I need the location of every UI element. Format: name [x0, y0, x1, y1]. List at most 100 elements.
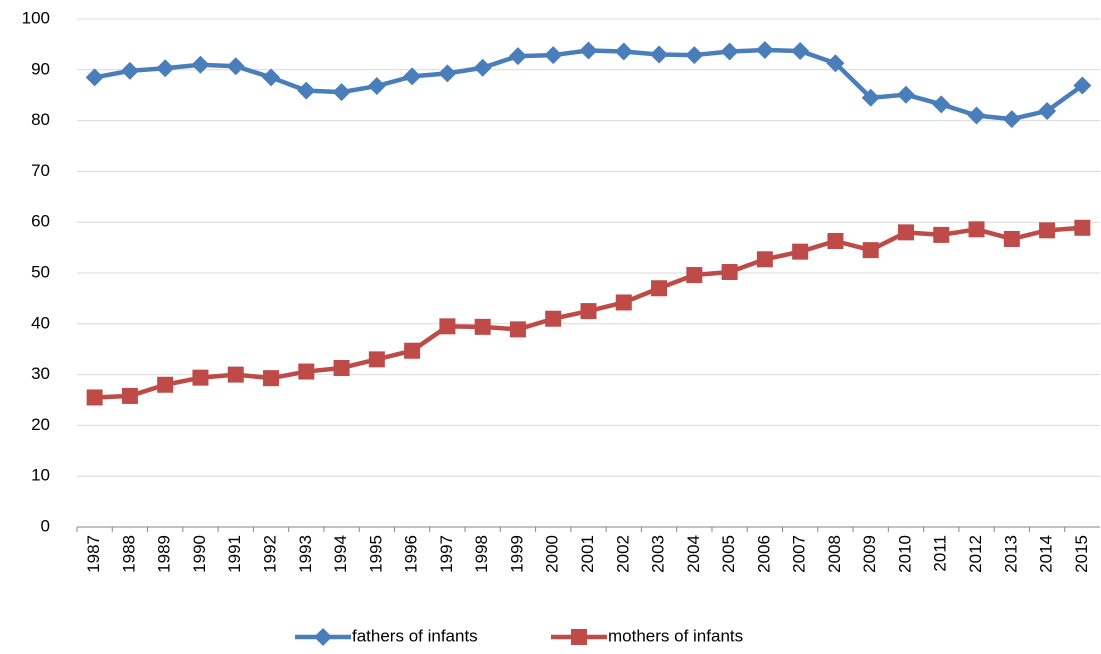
y-tick-label: 30 — [31, 364, 50, 383]
series-line — [94, 47, 1084, 122]
x-tick-label: 1998 — [472, 535, 491, 573]
data-point — [826, 54, 845, 73]
x-tick-label: 2011 — [931, 535, 950, 572]
data-point — [509, 321, 526, 338]
x-tick-label: 1988 — [119, 535, 138, 573]
x-tick-label: 2001 — [578, 535, 597, 573]
data-point — [720, 42, 739, 61]
x-tick-label: 1992 — [261, 535, 280, 573]
data-point — [791, 42, 810, 61]
data-point — [1003, 230, 1020, 247]
y-tick-label: 70 — [31, 161, 50, 180]
x-tick-label: 1999 — [507, 535, 526, 573]
data-point — [685, 46, 704, 65]
x-tick-label: 1989 — [155, 535, 174, 573]
data-point — [827, 232, 844, 249]
legend-marker — [571, 629, 587, 645]
x-tick-label: 2010 — [895, 535, 914, 573]
data-point — [297, 81, 316, 100]
x-tick-label: 2003 — [649, 535, 668, 573]
data-point — [897, 224, 914, 241]
data-point — [861, 88, 880, 107]
data-point — [1074, 219, 1091, 236]
data-point — [474, 318, 491, 335]
x-tick-label: 1996 — [402, 535, 421, 573]
data-point — [192, 369, 209, 386]
data-point — [545, 310, 562, 327]
data-point — [86, 389, 103, 406]
x-tick-label: 1995 — [366, 535, 385, 573]
data-point — [544, 46, 563, 65]
x-tick-label: 2012 — [966, 535, 985, 573]
data-point — [262, 68, 281, 87]
data-point — [368, 351, 385, 368]
x-tick-label: 2013 — [1001, 535, 1020, 573]
data-point — [651, 280, 668, 297]
y-tick-label: 10 — [31, 466, 50, 485]
y-tick-label: 80 — [31, 110, 50, 129]
data-point — [792, 243, 809, 260]
data-point — [756, 251, 773, 268]
x-tick-label: 1990 — [190, 535, 209, 573]
data-point — [686, 267, 703, 284]
data-point — [121, 387, 138, 404]
data-point — [403, 67, 422, 86]
data-point — [967, 106, 986, 125]
y-tick-label: 40 — [31, 313, 50, 332]
x-tick-label: 2015 — [1072, 535, 1091, 573]
x-tick-label: 2014 — [1037, 535, 1056, 573]
data-point — [298, 363, 315, 380]
data-point — [862, 242, 879, 259]
data-point — [438, 64, 457, 83]
legend-label: mothers of infants — [608, 626, 743, 645]
y-tick-label: 100 — [22, 8, 50, 27]
data-point — [1073, 76, 1092, 95]
x-tick-label: 2008 — [825, 535, 844, 573]
data-point — [156, 59, 175, 78]
data-point — [473, 58, 492, 77]
data-point — [226, 57, 245, 76]
x-tick-label: 1997 — [437, 535, 456, 573]
data-point — [191, 55, 210, 74]
data-point — [932, 95, 951, 114]
data-point — [721, 263, 738, 280]
data-point — [367, 77, 386, 96]
y-tick-label: 50 — [31, 262, 50, 281]
data-point — [755, 40, 774, 59]
data-point — [614, 42, 633, 61]
y-tick-label: 0 — [41, 516, 50, 535]
data-point — [157, 376, 174, 393]
data-point — [332, 83, 351, 102]
data-point — [580, 303, 597, 320]
x-tick-label: 2002 — [613, 535, 632, 573]
data-point — [579, 41, 598, 60]
data-point — [227, 366, 244, 383]
x-tick-label: 2004 — [684, 535, 703, 573]
data-point — [968, 221, 985, 238]
x-tick-label: 1993 — [296, 535, 315, 573]
data-point — [933, 226, 950, 243]
x-tick-label: 2006 — [754, 535, 773, 573]
y-tick-label: 60 — [31, 212, 50, 231]
legend-marker — [314, 628, 332, 646]
x-tick-label: 2009 — [860, 535, 879, 573]
data-point — [1002, 110, 1021, 129]
x-tick-label: 2000 — [543, 535, 562, 573]
data-point — [120, 61, 139, 80]
data-point — [333, 359, 350, 376]
x-tick-label: 2007 — [790, 535, 809, 573]
y-tick-label: 90 — [31, 59, 50, 78]
x-tick-label: 1987 — [84, 535, 103, 573]
data-point — [85, 68, 104, 87]
data-point — [896, 85, 915, 104]
data-point — [1039, 222, 1056, 239]
y-tick-label: 20 — [31, 415, 50, 434]
x-tick-label: 2005 — [719, 535, 738, 573]
data-point — [404, 342, 421, 359]
data-point — [650, 45, 669, 64]
data-point — [1038, 101, 1057, 120]
data-point — [263, 370, 280, 387]
data-point — [615, 294, 632, 311]
legend-label: fathers of infants — [352, 626, 478, 645]
